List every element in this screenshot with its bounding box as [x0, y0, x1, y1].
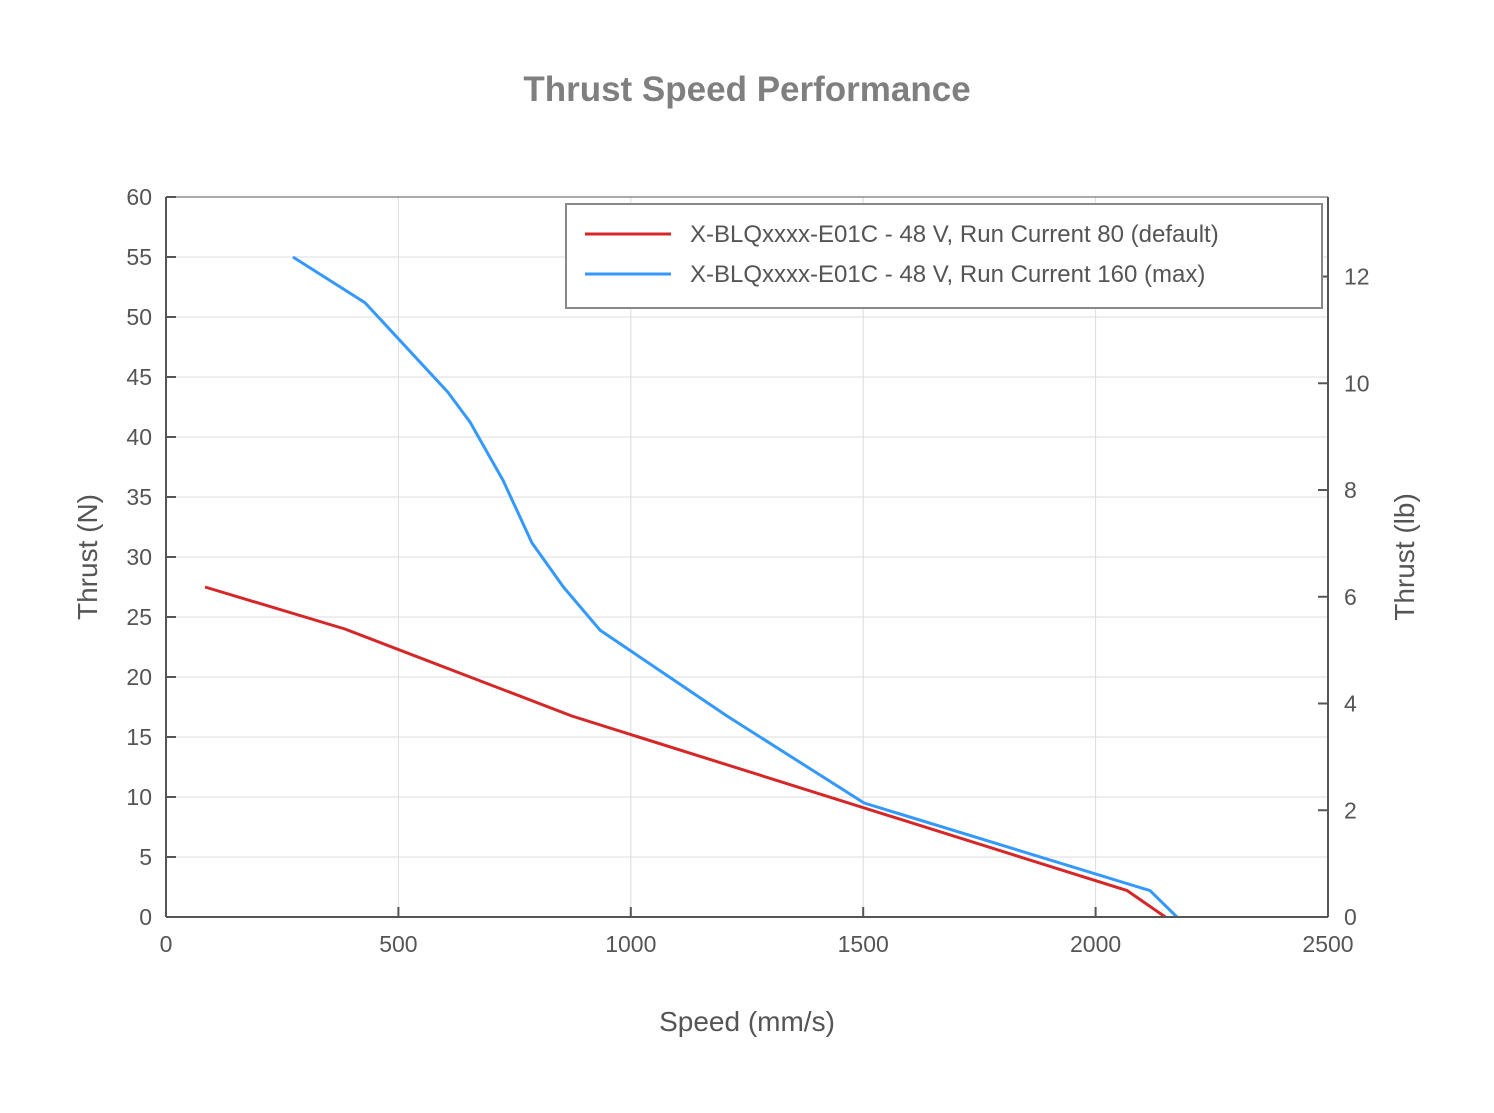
y2-tick-label: 6: [1344, 584, 1357, 610]
legend-label-run-current-80: X-BLQxxxx-E01C - 48 V, Run Current 80 (d…: [690, 221, 1219, 248]
y2-tick-label: 4: [1344, 691, 1357, 717]
y2-tick-label: 2: [1344, 797, 1357, 823]
x-tick-label: 1500: [838, 931, 889, 957]
y-tick-label: 30: [126, 544, 152, 570]
y-tick-label: 45: [126, 364, 152, 390]
legend-label-run-current-160: X-BLQxxxx-E01C - 48 V, Run Current 160 (…: [690, 261, 1205, 288]
y-tick-label: 0: [139, 904, 152, 930]
y2-tick-label: 8: [1344, 477, 1357, 503]
x-tick-label: 0: [160, 931, 173, 957]
chart-title: Thrust Speed Performance: [523, 70, 970, 109]
y-tick-label: 5: [139, 844, 152, 870]
y-tick-label: 35: [126, 484, 152, 510]
y-tick-label: 25: [126, 604, 152, 630]
legend: X-BLQxxxx-E01C - 48 V, Run Current 80 (d…: [565, 203, 1323, 309]
y-axis-label: Thrust (N): [72, 494, 103, 620]
x-tick-label: 2500: [1302, 931, 1353, 957]
y-tick-label: 20: [126, 664, 152, 690]
x-tick-label: 500: [379, 931, 417, 957]
series-line-0: [204, 585, 1167, 919]
y-tick-label: 50: [126, 304, 152, 330]
series-line-1: [292, 255, 1178, 919]
y2-tick-label: 10: [1344, 370, 1370, 396]
x-tick-label: 1000: [605, 931, 656, 957]
y2-axis-label: Thrust (lb): [1389, 493, 1420, 621]
y2-tick-label: 0: [1344, 904, 1357, 930]
x-axis-label: Speed (mm/s): [659, 1006, 835, 1037]
y-tick-label: 55: [126, 244, 152, 270]
x-tick-label: 2000: [1070, 931, 1121, 957]
y2-tick-label: 12: [1344, 264, 1370, 290]
y-tick-label: 15: [126, 724, 152, 750]
y-tick-label: 60: [126, 184, 152, 210]
y-tick-label: 10: [126, 784, 152, 810]
y-tick-label: 40: [126, 424, 152, 450]
series-lines: [204, 255, 1178, 919]
axes: 0 500 1000 1500 2000 250005101520253035404550…: [126, 184, 1369, 957]
